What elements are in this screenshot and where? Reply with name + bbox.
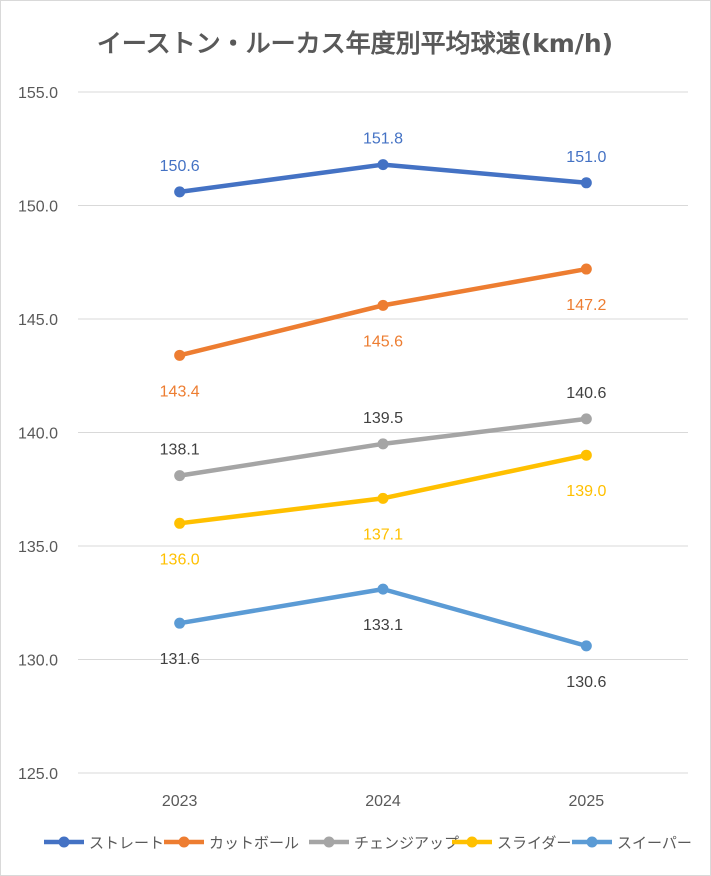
- data-point: [377, 492, 389, 504]
- legend-marker: [178, 836, 190, 848]
- data-point: [174, 617, 186, 629]
- data-label: 150.6: [160, 158, 200, 175]
- legend-marker: [466, 836, 478, 848]
- legend-label: スライダー: [497, 834, 571, 852]
- x-tick-label: 2024: [365, 793, 401, 810]
- data-label: 131.6: [160, 651, 200, 668]
- y-tick-label: 130.0: [18, 653, 58, 670]
- data-point: [174, 186, 186, 198]
- data-label: 137.1: [363, 526, 403, 543]
- legend-label: ストレート: [89, 834, 164, 852]
- data-point: [377, 159, 389, 171]
- legend-marker: [323, 836, 335, 848]
- data-point: [174, 470, 186, 482]
- x-axis: 2023 2024 2025: [162, 793, 604, 810]
- data-label: 139.5: [363, 410, 403, 427]
- legend-label: カットボール: [209, 834, 299, 852]
- data-point: [580, 449, 592, 461]
- data-point: [377, 583, 389, 595]
- y-tick-label: 125.0: [18, 766, 58, 783]
- data-point: [174, 517, 186, 529]
- series-group: [174, 159, 592, 652]
- data-point: [580, 413, 592, 425]
- data-point: [580, 640, 592, 652]
- data-label: 139.0: [566, 483, 606, 500]
- data-point: [377, 299, 389, 311]
- data-point: [174, 349, 186, 361]
- data-label: 140.6: [566, 385, 606, 402]
- data-label: 145.6: [363, 333, 403, 350]
- x-tick-label: 2023: [162, 793, 198, 810]
- data-point: [580, 263, 592, 275]
- y-tick-label: 135.0: [18, 539, 58, 556]
- data-label: 143.4: [160, 383, 200, 400]
- gridlines: [78, 91, 688, 774]
- legend-label: スイーパー: [617, 834, 692, 852]
- chart-title: イーストン・ルーカス年度別平均球速(km/h): [97, 29, 613, 58]
- legend: ストレート カットボール チェンジアップ スライダー スイーパー: [44, 834, 692, 852]
- data-label: 151.0: [566, 149, 606, 166]
- data-label: 138.1: [160, 442, 200, 459]
- data-label: 133.1: [363, 617, 403, 634]
- data-point: [580, 177, 592, 189]
- legend-marker: [586, 836, 598, 848]
- y-tick-label: 145.0: [18, 312, 58, 329]
- data-label: 147.2: [566, 297, 606, 314]
- y-tick-label: 150.0: [18, 199, 58, 216]
- data-label: 151.8: [363, 131, 403, 148]
- data-labels: 150.6 151.8 151.0 143.4 145.6 147.2 138.1 139.5…: [160, 131, 607, 691]
- legend-label: チェンジアップ: [354, 834, 459, 852]
- legend-marker: [58, 836, 70, 848]
- x-tick-label: 2025: [569, 793, 605, 810]
- data-label: 136.0: [160, 551, 200, 568]
- y-axis: 125.0 130.0 135.0 140.0 145.0 150.0 155.0: [18, 85, 58, 783]
- y-tick-label: 155.0: [18, 85, 58, 102]
- data-point: [377, 438, 389, 450]
- y-tick-label: 140.0: [18, 426, 58, 443]
- data-label: 130.6: [566, 674, 606, 691]
